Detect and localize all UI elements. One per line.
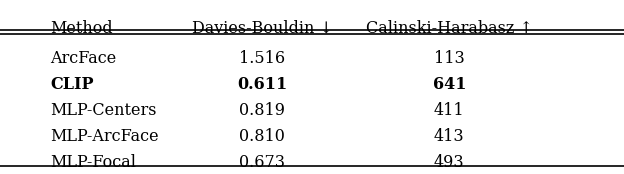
Text: MLP-Focal: MLP-Focal: [50, 154, 136, 171]
Text: CLIP: CLIP: [50, 76, 94, 93]
Text: 0.611: 0.611: [237, 76, 287, 93]
Text: 641: 641: [432, 76, 466, 93]
Text: Calinski-Harabasz ↑: Calinski-Harabasz ↑: [366, 20, 533, 37]
Text: 1.516: 1.516: [239, 50, 285, 67]
Text: MLP-ArcFace: MLP-ArcFace: [50, 128, 158, 145]
Text: 493: 493: [434, 154, 465, 171]
Text: Method: Method: [50, 20, 112, 37]
Text: 0.673: 0.673: [239, 154, 285, 171]
Text: 0.819: 0.819: [239, 102, 285, 119]
Text: 0.810: 0.810: [239, 128, 285, 145]
Text: 113: 113: [434, 50, 465, 67]
Text: ArcFace: ArcFace: [50, 50, 116, 67]
Text: 411: 411: [434, 102, 465, 119]
Text: 413: 413: [434, 128, 465, 145]
Text: Davies-Bouldin ↓: Davies-Bouldin ↓: [192, 20, 333, 37]
Text: MLP-Centers: MLP-Centers: [50, 102, 157, 119]
